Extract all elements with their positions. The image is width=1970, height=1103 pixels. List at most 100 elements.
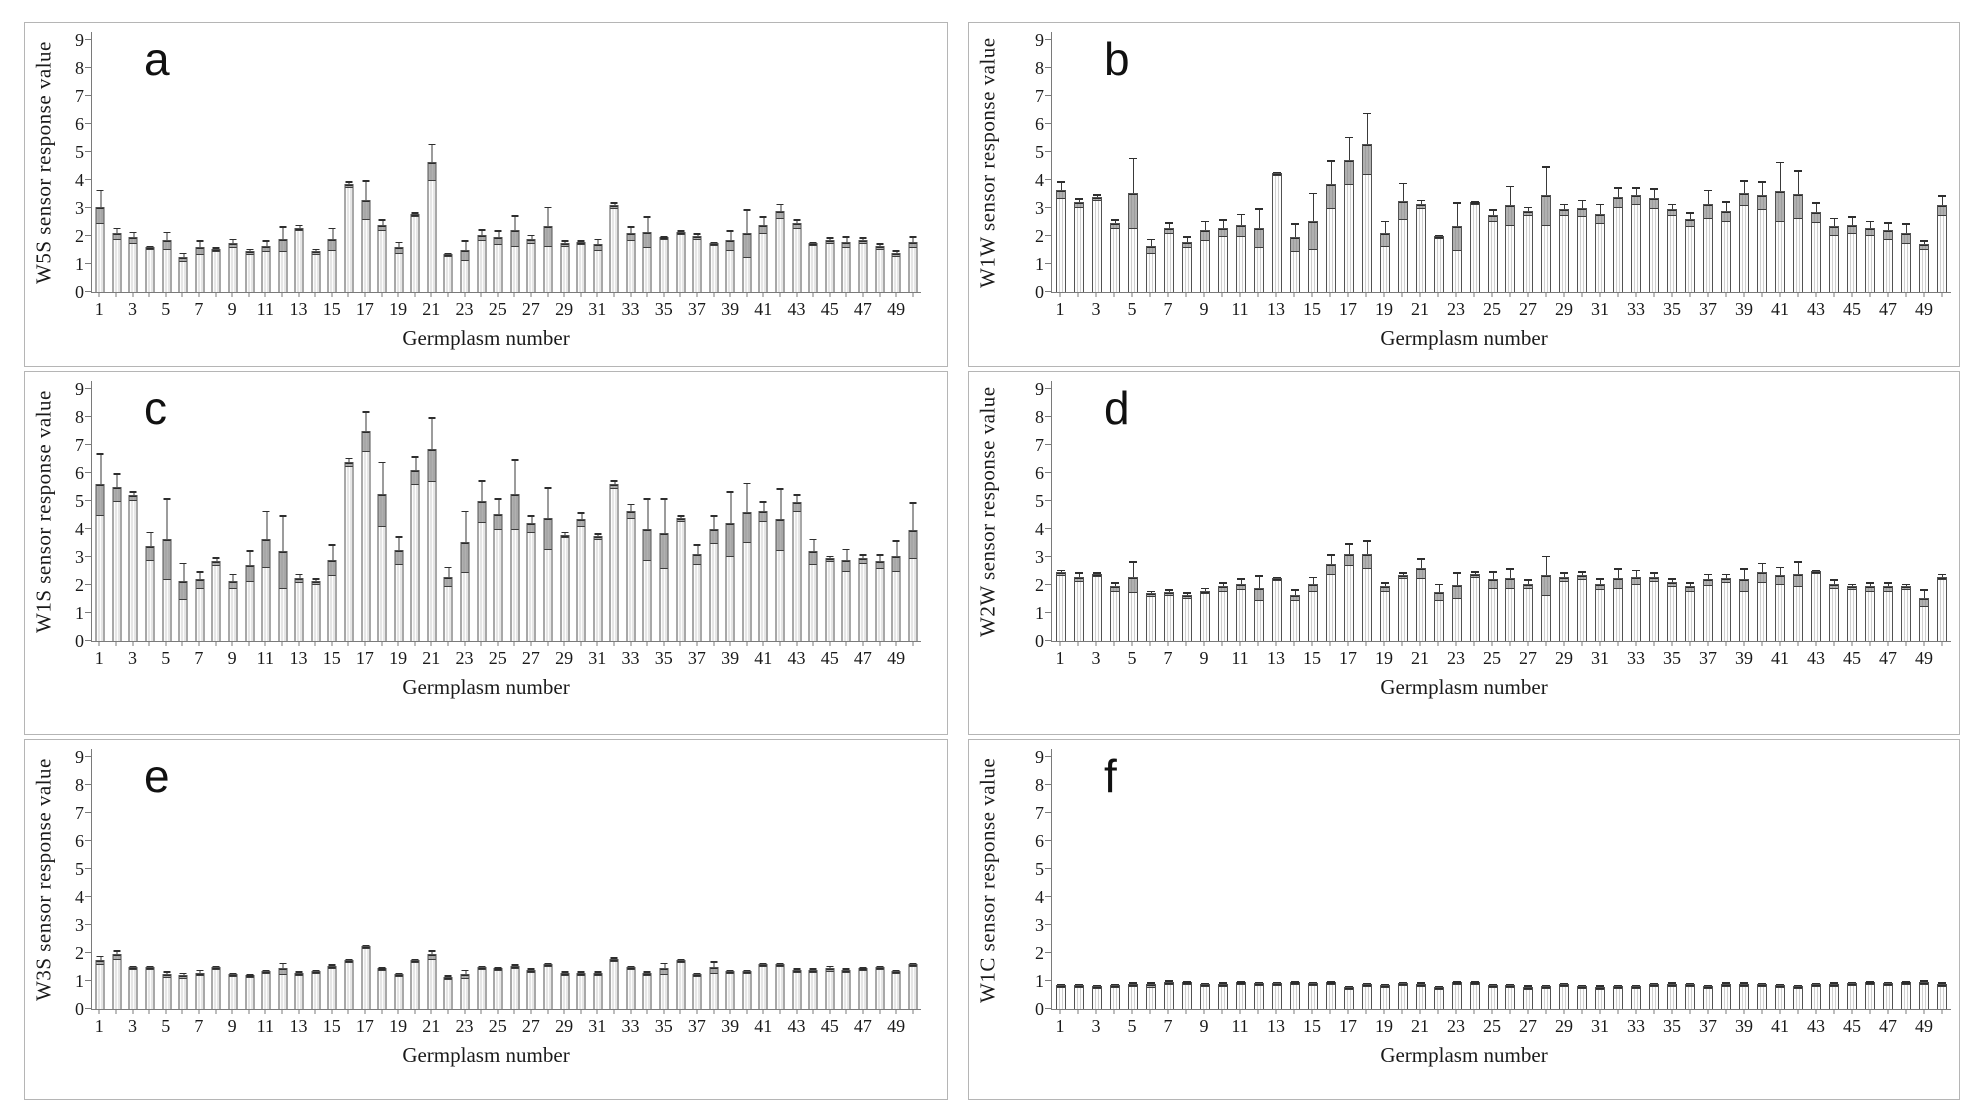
whisker-stem bbox=[1618, 568, 1620, 578]
whisker-cap bbox=[1452, 202, 1461, 204]
whisker-cap bbox=[594, 533, 602, 535]
x-tick-mark bbox=[1725, 1009, 1727, 1014]
error-whisker bbox=[1757, 982, 1767, 985]
error-whisker bbox=[1092, 984, 1102, 987]
error-band bbox=[1902, 587, 1911, 591]
x-tick-mark bbox=[663, 641, 665, 646]
whisker-stem bbox=[531, 515, 533, 524]
bar-germplasm-26 bbox=[510, 230, 520, 292]
error-band bbox=[1542, 576, 1551, 596]
error-band bbox=[279, 969, 287, 975]
bar-germplasm-1 bbox=[1055, 189, 1066, 292]
whisker-cap bbox=[312, 969, 320, 972]
x-tick-mark bbox=[762, 1009, 764, 1014]
whisker-cap bbox=[129, 491, 137, 493]
x-tick-mark bbox=[248, 292, 250, 297]
bar-germplasm-34 bbox=[1649, 198, 1660, 292]
bar-germplasm-39 bbox=[725, 240, 735, 292]
whisker-stem bbox=[1186, 236, 1188, 242]
x-tick-mark bbox=[447, 1009, 449, 1014]
error-band bbox=[610, 206, 618, 209]
whisker-stem bbox=[431, 417, 433, 450]
error-whisker bbox=[776, 962, 785, 965]
whisker-stem bbox=[100, 453, 102, 485]
whisker-cap bbox=[362, 944, 370, 947]
x-tick-mark bbox=[1707, 641, 1709, 646]
x-tick-mark bbox=[264, 292, 266, 297]
x-tick-mark bbox=[497, 292, 499, 297]
x-tick-label: 45 bbox=[1843, 1016, 1861, 1036]
x-tick-mark bbox=[1185, 641, 1187, 646]
bar-germplasm-49 bbox=[1919, 244, 1930, 292]
whisker-stem bbox=[1528, 579, 1530, 584]
bar-germplasm-33 bbox=[626, 510, 636, 641]
whisker-stem bbox=[1924, 240, 1926, 245]
error-band bbox=[660, 969, 668, 975]
whisker-cap bbox=[1848, 981, 1857, 984]
error-whisker bbox=[1254, 981, 1264, 984]
y-tick-mark bbox=[1045, 924, 1051, 925]
error-whisker bbox=[212, 965, 221, 968]
error-band bbox=[561, 535, 569, 539]
y-tick-label: 9 bbox=[75, 379, 84, 399]
error-whisker bbox=[162, 231, 171, 241]
bar-germplasm-48 bbox=[875, 561, 885, 641]
whisker-cap bbox=[129, 231, 137, 234]
error-whisker bbox=[693, 972, 702, 975]
error-whisker bbox=[228, 972, 237, 975]
bar-germplasm-12 bbox=[278, 551, 288, 641]
bar-germplasm-24 bbox=[477, 234, 487, 292]
x-tick-mark bbox=[729, 1009, 731, 1014]
y-tick-mark bbox=[85, 528, 91, 529]
y-tick-mark bbox=[1045, 151, 1051, 152]
x-tick-mark bbox=[862, 641, 864, 646]
y-tick-label: 4 bbox=[1035, 519, 1044, 539]
whisker-cap bbox=[395, 536, 403, 538]
whisker-cap bbox=[1218, 582, 1227, 584]
x-tick-mark bbox=[1563, 641, 1565, 646]
whisker-cap bbox=[1632, 187, 1641, 189]
bar-germplasm-8 bbox=[1181, 982, 1192, 1009]
bar-germplasm-9 bbox=[228, 243, 238, 292]
bar-germplasm-38 bbox=[709, 529, 719, 641]
error-band bbox=[1128, 577, 1137, 593]
error-whisker bbox=[295, 224, 304, 228]
x-tick-mark bbox=[397, 1009, 399, 1014]
bar-germplasm-50 bbox=[1937, 983, 1947, 1009]
y-tick-mark bbox=[1045, 1008, 1051, 1009]
bar-germplasm-47 bbox=[858, 968, 868, 1009]
whisker-cap bbox=[1362, 540, 1371, 542]
bar-germplasm-42 bbox=[775, 964, 785, 1009]
bar-germplasm-5 bbox=[162, 538, 172, 641]
error-whisker bbox=[809, 241, 818, 244]
bar-germplasm-7 bbox=[195, 247, 205, 292]
y-tick-label: 6 bbox=[75, 463, 84, 483]
error-band bbox=[96, 207, 104, 225]
x-tick-label: 1 bbox=[1055, 648, 1065, 668]
error-whisker bbox=[179, 562, 188, 581]
error-band bbox=[1182, 983, 1191, 986]
y-tick-label: 6 bbox=[1035, 831, 1044, 851]
bar-germplasm-47 bbox=[1883, 230, 1894, 292]
error-whisker bbox=[311, 578, 320, 581]
x-tick-label: 9 bbox=[1199, 299, 1209, 319]
error-whisker bbox=[1164, 589, 1174, 592]
x-tick-mark bbox=[596, 1009, 598, 1014]
bar-germplasm-4 bbox=[1109, 223, 1120, 292]
error-band bbox=[444, 977, 452, 980]
whisker-cap bbox=[809, 538, 817, 541]
y-tick-mark bbox=[1045, 556, 1051, 557]
x-tick-mark bbox=[1743, 1009, 1745, 1014]
error-whisker bbox=[444, 566, 453, 577]
bar-germplasm-17 bbox=[361, 199, 371, 292]
error-band bbox=[726, 524, 734, 557]
bar-germplasm-35 bbox=[659, 237, 669, 292]
whisker-cap bbox=[1308, 981, 1317, 984]
error-band bbox=[909, 531, 917, 560]
bar-germplasm-20 bbox=[410, 960, 420, 1009]
x-tick-label: 45 bbox=[1843, 648, 1861, 668]
x-tick-mark bbox=[1941, 641, 1943, 646]
y-tick-mark bbox=[1045, 207, 1051, 208]
error-whisker bbox=[1577, 199, 1587, 208]
